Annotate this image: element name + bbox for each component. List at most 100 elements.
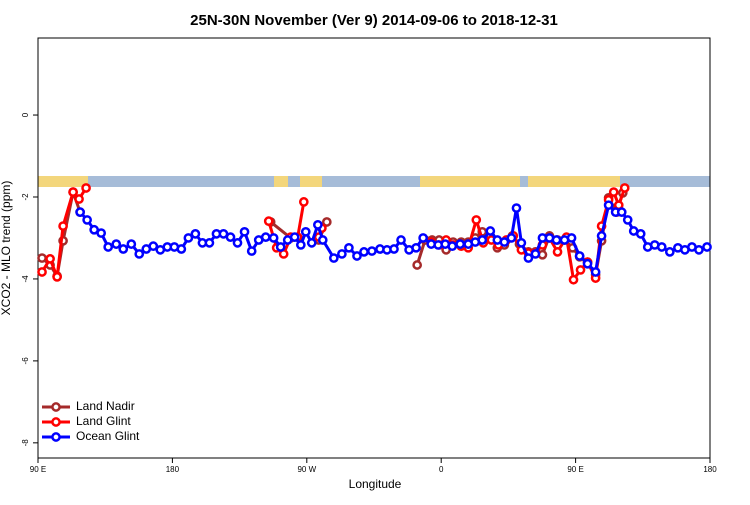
- legend-label: Land Glint: [76, 414, 131, 428]
- y-tick-label: -8: [21, 439, 30, 447]
- data-point: [694, 244, 704, 255]
- data-point: [511, 203, 522, 213]
- data-point: [295, 240, 306, 250]
- data-point: [575, 265, 586, 275]
- legend-label: Ocean Glint: [76, 429, 140, 443]
- land-strip: [528, 176, 620, 187]
- data-point: [275, 242, 286, 252]
- y-tick-label: -6: [21, 357, 30, 365]
- data-point: [328, 253, 339, 263]
- data-point: [622, 215, 633, 225]
- data-point: [477, 235, 488, 245]
- land-strip: [420, 176, 520, 187]
- data-point: [126, 239, 137, 249]
- chart-title: 25N-30N November (Ver 9) 2014-09-06 to 2…: [190, 12, 558, 29]
- data-point: [103, 242, 114, 252]
- data-point: [485, 226, 496, 236]
- x-tick-label: 180: [166, 465, 180, 474]
- data-point: [183, 233, 194, 243]
- data-point: [148, 241, 159, 252]
- x-axis-label: Longitude: [349, 477, 402, 491]
- data-point: [298, 197, 309, 207]
- data-point: [337, 249, 347, 259]
- data-point: [418, 233, 428, 243]
- legend-marker: [51, 432, 61, 442]
- legend-label: Land Nadir: [76, 399, 135, 413]
- map-strip: [38, 176, 710, 187]
- data-point: [37, 267, 47, 277]
- y-tick-label: -4: [21, 275, 30, 283]
- data-point: [344, 242, 354, 253]
- data-point: [81, 183, 91, 193]
- data-point: [574, 251, 585, 261]
- data-point: [300, 226, 311, 237]
- data-point: [204, 238, 215, 248]
- y-tick-label: -2: [21, 193, 30, 201]
- data-point: [506, 233, 517, 243]
- ocean-strip: [38, 176, 710, 187]
- data-point: [246, 246, 257, 256]
- x-tick-label: 90 W: [297, 465, 316, 474]
- data-point: [523, 253, 534, 263]
- land-strip: [38, 176, 88, 187]
- data-point: [411, 242, 421, 253]
- data-point: [313, 219, 323, 230]
- data-point: [268, 233, 279, 243]
- data-point: [702, 242, 712, 252]
- y-tick-label: 0: [21, 112, 30, 117]
- data-point: [52, 272, 62, 282]
- data-point: [656, 242, 667, 252]
- data-point: [499, 237, 510, 247]
- data-point: [260, 232, 271, 242]
- data-point: [82, 215, 92, 225]
- data-point: [603, 200, 614, 211]
- data-point: [590, 267, 601, 277]
- data-point: [447, 241, 458, 252]
- data-point: [516, 238, 527, 248]
- data-point: [306, 238, 317, 248]
- y-axis-label: XCO2 - MLO trend (ppm): [0, 181, 13, 316]
- data-point: [566, 233, 577, 243]
- data-point: [568, 274, 579, 285]
- data-point: [118, 244, 129, 254]
- data-point: [68, 187, 78, 197]
- data-point: [58, 221, 68, 231]
- x-tick-label: 180: [703, 465, 717, 474]
- legend-marker: [51, 417, 61, 427]
- data-point: [289, 232, 300, 242]
- data-point: [608, 187, 619, 197]
- data-point: [635, 229, 646, 239]
- data-point: [455, 239, 466, 249]
- x-tick-label: 90 E: [30, 465, 46, 474]
- data-point: [96, 228, 107, 238]
- data-point: [551, 235, 562, 245]
- data-point: [389, 244, 399, 254]
- data-point: [176, 244, 187, 254]
- x-tick-label: 0: [439, 465, 444, 474]
- data-point: [396, 235, 406, 245]
- data-point: [74, 194, 84, 204]
- data-point: [134, 249, 145, 259]
- data-point: [239, 226, 250, 237]
- data-point: [232, 238, 243, 248]
- data-point: [321, 217, 332, 227]
- data-point: [190, 229, 201, 239]
- data-point: [37, 253, 47, 263]
- data-point: [352, 251, 362, 261]
- data-point: [317, 235, 328, 245]
- plot-area: [37, 183, 712, 285]
- land-strip: [274, 176, 288, 187]
- data-point: [619, 183, 630, 193]
- data-point: [412, 260, 423, 270]
- data-point: [225, 232, 236, 242]
- data-point: [582, 258, 593, 269]
- data-point: [111, 239, 122, 249]
- data-point: [664, 247, 675, 257]
- data-point: [596, 231, 607, 241]
- data-point: [471, 215, 482, 225]
- data-point: [530, 249, 541, 259]
- data-point: [75, 207, 85, 217]
- data-point: [359, 247, 369, 257]
